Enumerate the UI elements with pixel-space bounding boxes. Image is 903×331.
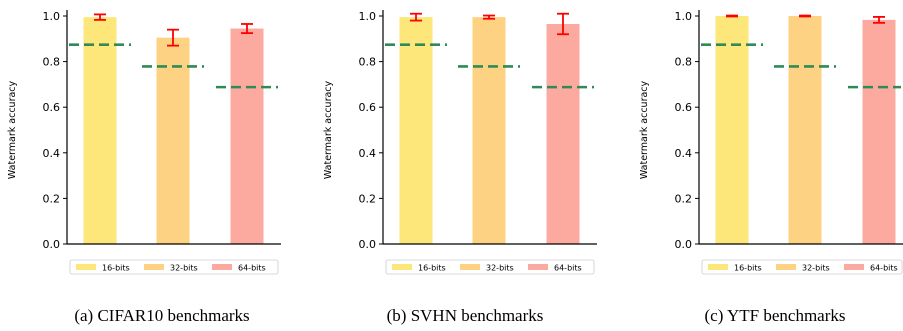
y-tick-label: 0.2 (675, 192, 693, 205)
y-tick-label: 1.0 (675, 10, 693, 23)
legend-swatch (844, 264, 864, 270)
legend-swatch (212, 264, 232, 270)
y-tick-label: 0.0 (675, 238, 693, 251)
legend-box (701, 259, 903, 275)
legend: 16-bits 32-bits 64-bits (385, 259, 595, 275)
y-tick-label: 0.6 (359, 101, 377, 114)
legend-label: 32-bits (170, 264, 198, 273)
y-tick-label: 1.0 (43, 10, 61, 23)
legend-label: 32-bits (802, 264, 830, 273)
bar (156, 37, 190, 244)
bar (862, 19, 896, 244)
legend: 16-bits 32-bits 64-bits (69, 259, 279, 275)
panel-caption: (b) SVHN benchmarks (387, 306, 544, 325)
legend-label: 64-bits (238, 264, 266, 273)
y-tick-label: 0.0 (43, 238, 61, 251)
panel-2: 0.0 0.2 0.4 0.6 0.8 1.0 Watermark accuracy 16-b… (323, 10, 597, 325)
y-tick-label: 0.4 (43, 147, 61, 160)
legend-swatch (708, 264, 728, 270)
legend-label: 64-bits (870, 264, 898, 273)
panel-caption: (c) YTF benchmarks (705, 306, 846, 325)
panel-caption: (a) CIFAR10 benchmarks (74, 306, 249, 325)
y-tick-label: 0.8 (675, 56, 693, 69)
legend-swatch (460, 264, 480, 270)
legend-label: 16-bits (734, 264, 762, 273)
legend-box (385, 259, 595, 275)
legend-swatch (144, 264, 164, 270)
bar (230, 28, 264, 244)
legend-swatch (392, 264, 412, 270)
y-tick-label: 0.4 (359, 147, 377, 160)
legend-swatch (528, 264, 548, 270)
legend-swatch (776, 264, 796, 270)
legend-label: 32-bits (486, 264, 514, 273)
legend-box (69, 259, 279, 275)
bar (83, 17, 117, 244)
y-tick-label: 0.6 (43, 101, 61, 114)
y-tick-label: 0.6 (675, 101, 693, 114)
bar (788, 16, 822, 244)
legend: 16-bits 32-bits 64-bits (701, 259, 903, 275)
legend-label: 16-bits (102, 264, 130, 273)
y-axis-label: Watermark accuracy (323, 80, 334, 179)
bar (715, 16, 749, 244)
y-tick-label: 0.8 (43, 56, 61, 69)
y-tick-label: 1.0 (359, 10, 377, 23)
legend-swatch (76, 264, 96, 270)
y-tick-label: 0.0 (359, 238, 377, 251)
y-tick-label: 0.8 (359, 56, 377, 69)
legend-label: 64-bits (554, 264, 582, 273)
bar (399, 17, 433, 244)
y-axis-label: Watermark accuracy (639, 80, 650, 179)
y-tick-label: 0.2 (359, 192, 377, 205)
bar (546, 23, 580, 245)
y-axis-label: Watermark accuracy (7, 80, 18, 179)
bar (472, 17, 506, 244)
y-tick-label: 0.2 (43, 192, 61, 205)
panel-3: 0.0 0.2 0.4 0.6 0.8 1.0 Watermark accuracy 16-b… (639, 10, 903, 325)
y-tick-label: 0.4 (675, 147, 693, 160)
legend-label: 16-bits (418, 264, 446, 273)
panel-1: 0.0 0.2 0.4 0.6 0.8 1.0 Watermark accuracy 16-b… (7, 10, 281, 325)
